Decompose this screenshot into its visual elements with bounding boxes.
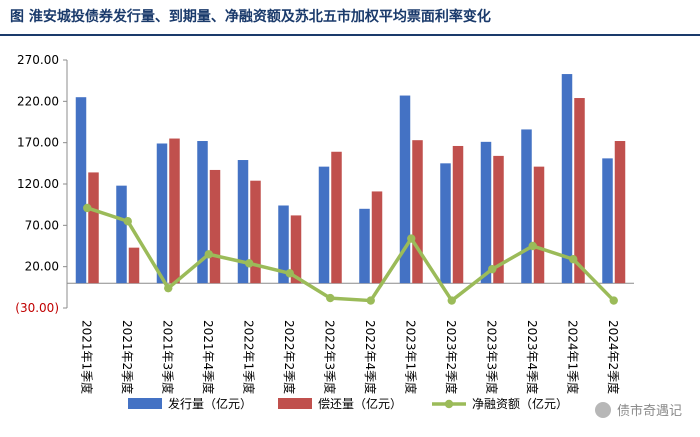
line-net-financing	[86, 206, 615, 303]
x-tick-label: 2024年1季度	[565, 320, 580, 394]
x-tick-label: 2021年2季度	[120, 320, 135, 394]
chart-title: 图 淮安城投债券发行量、到期量、净融资额及苏北五市加权平均票面利率变化	[10, 9, 491, 25]
x-tick-label: 2022年4季度	[363, 320, 378, 394]
x-tick-label: 2024年2季度	[606, 320, 621, 394]
bar-repay	[493, 155, 504, 284]
bar-repay	[290, 215, 302, 284]
x-tick-label: 2021年3季度	[160, 320, 175, 394]
x-tick-label: 2022年2季度	[282, 320, 297, 394]
legend-label: 净融资额（亿元）	[472, 396, 568, 411]
bar-issue	[602, 158, 613, 284]
bar-repay	[533, 166, 545, 284]
x-tick-label: 2023年4季度	[525, 320, 540, 394]
point-net-financing	[407, 234, 416, 243]
bar-repay	[371, 191, 383, 284]
point-net-financing	[164, 283, 173, 293]
point-net-financing	[488, 264, 497, 274]
x-tick-label: 2022年1季度	[241, 320, 256, 394]
bar-issue	[561, 74, 573, 284]
bar-issue	[75, 97, 87, 284]
bar-repay	[331, 151, 342, 284]
x-tick-label: 2023年2季度	[444, 320, 459, 394]
x-tick-label: 2023年3季度	[484, 320, 499, 394]
title-bar: 图 淮安城投债券发行量、到期量、净融资额及苏北五市加权平均票面利率变化	[0, 0, 700, 36]
x-tick-label: 2022年3季度	[322, 320, 337, 394]
bar-issue	[278, 205, 289, 284]
legend-swatch	[278, 398, 312, 409]
x-tick-label: 2021年4季度	[201, 320, 216, 394]
bar-issue	[521, 129, 532, 284]
y-tick-label: 20.00	[25, 260, 59, 274]
y-tick-label: 70.00	[25, 218, 59, 232]
bar-repay	[412, 140, 423, 284]
bar-issue	[399, 95, 411, 284]
y-tick-label: 170.00	[17, 136, 59, 150]
y-tick-label: 220.00	[17, 94, 59, 108]
bar-issue	[440, 163, 451, 284]
bar-issue	[156, 143, 168, 284]
legend-marker	[444, 399, 454, 409]
bar-repay	[128, 247, 140, 284]
point-net-financing	[83, 203, 92, 213]
point-net-financing	[609, 296, 618, 305]
bar-issue	[359, 208, 370, 284]
bar-issue	[116, 185, 127, 284]
bar-repay	[574, 98, 585, 284]
point-net-financing	[123, 217, 132, 226]
bar-issue	[237, 160, 249, 284]
legend-swatch	[128, 398, 162, 409]
wechat-icon	[594, 401, 611, 418]
point-net-financing	[366, 296, 375, 305]
bar-repay	[88, 172, 99, 284]
point-net-financing	[569, 255, 578, 264]
point-net-financing	[285, 269, 294, 278]
bar-issue	[318, 166, 330, 284]
point-net-financing	[245, 259, 254, 268]
legend-label: 发行量（亿元）	[168, 396, 252, 411]
watermark: 债市奇遇记	[594, 400, 682, 419]
y-tick-label: (30.00)	[15, 301, 59, 315]
bar-issue	[197, 141, 208, 284]
bar-repay	[452, 145, 464, 284]
bar-issue	[480, 141, 492, 284]
watermark-text: 债市奇遇记	[616, 404, 682, 419]
bar-repay	[614, 141, 626, 284]
point-net-financing	[204, 250, 213, 259]
chart-area: (30.00) 20.00 70.00 120.00 170.00 220.00 270.0…	[15, 53, 634, 411]
y-tick-label: 270.00	[17, 53, 59, 67]
x-tick-label: 2021年1季度	[79, 320, 94, 394]
bar-repay	[169, 138, 180, 284]
y-tick-label: 120.00	[17, 177, 59, 191]
point-net-financing	[447, 296, 456, 305]
x-tick-label: 2023年1季度	[403, 320, 418, 394]
legend-label: 偿还量（亿元）	[318, 396, 402, 411]
bar-repay	[250, 180, 261, 284]
point-net-financing	[528, 241, 537, 251]
bar-repay	[209, 169, 221, 284]
point-net-financing	[326, 293, 335, 303]
